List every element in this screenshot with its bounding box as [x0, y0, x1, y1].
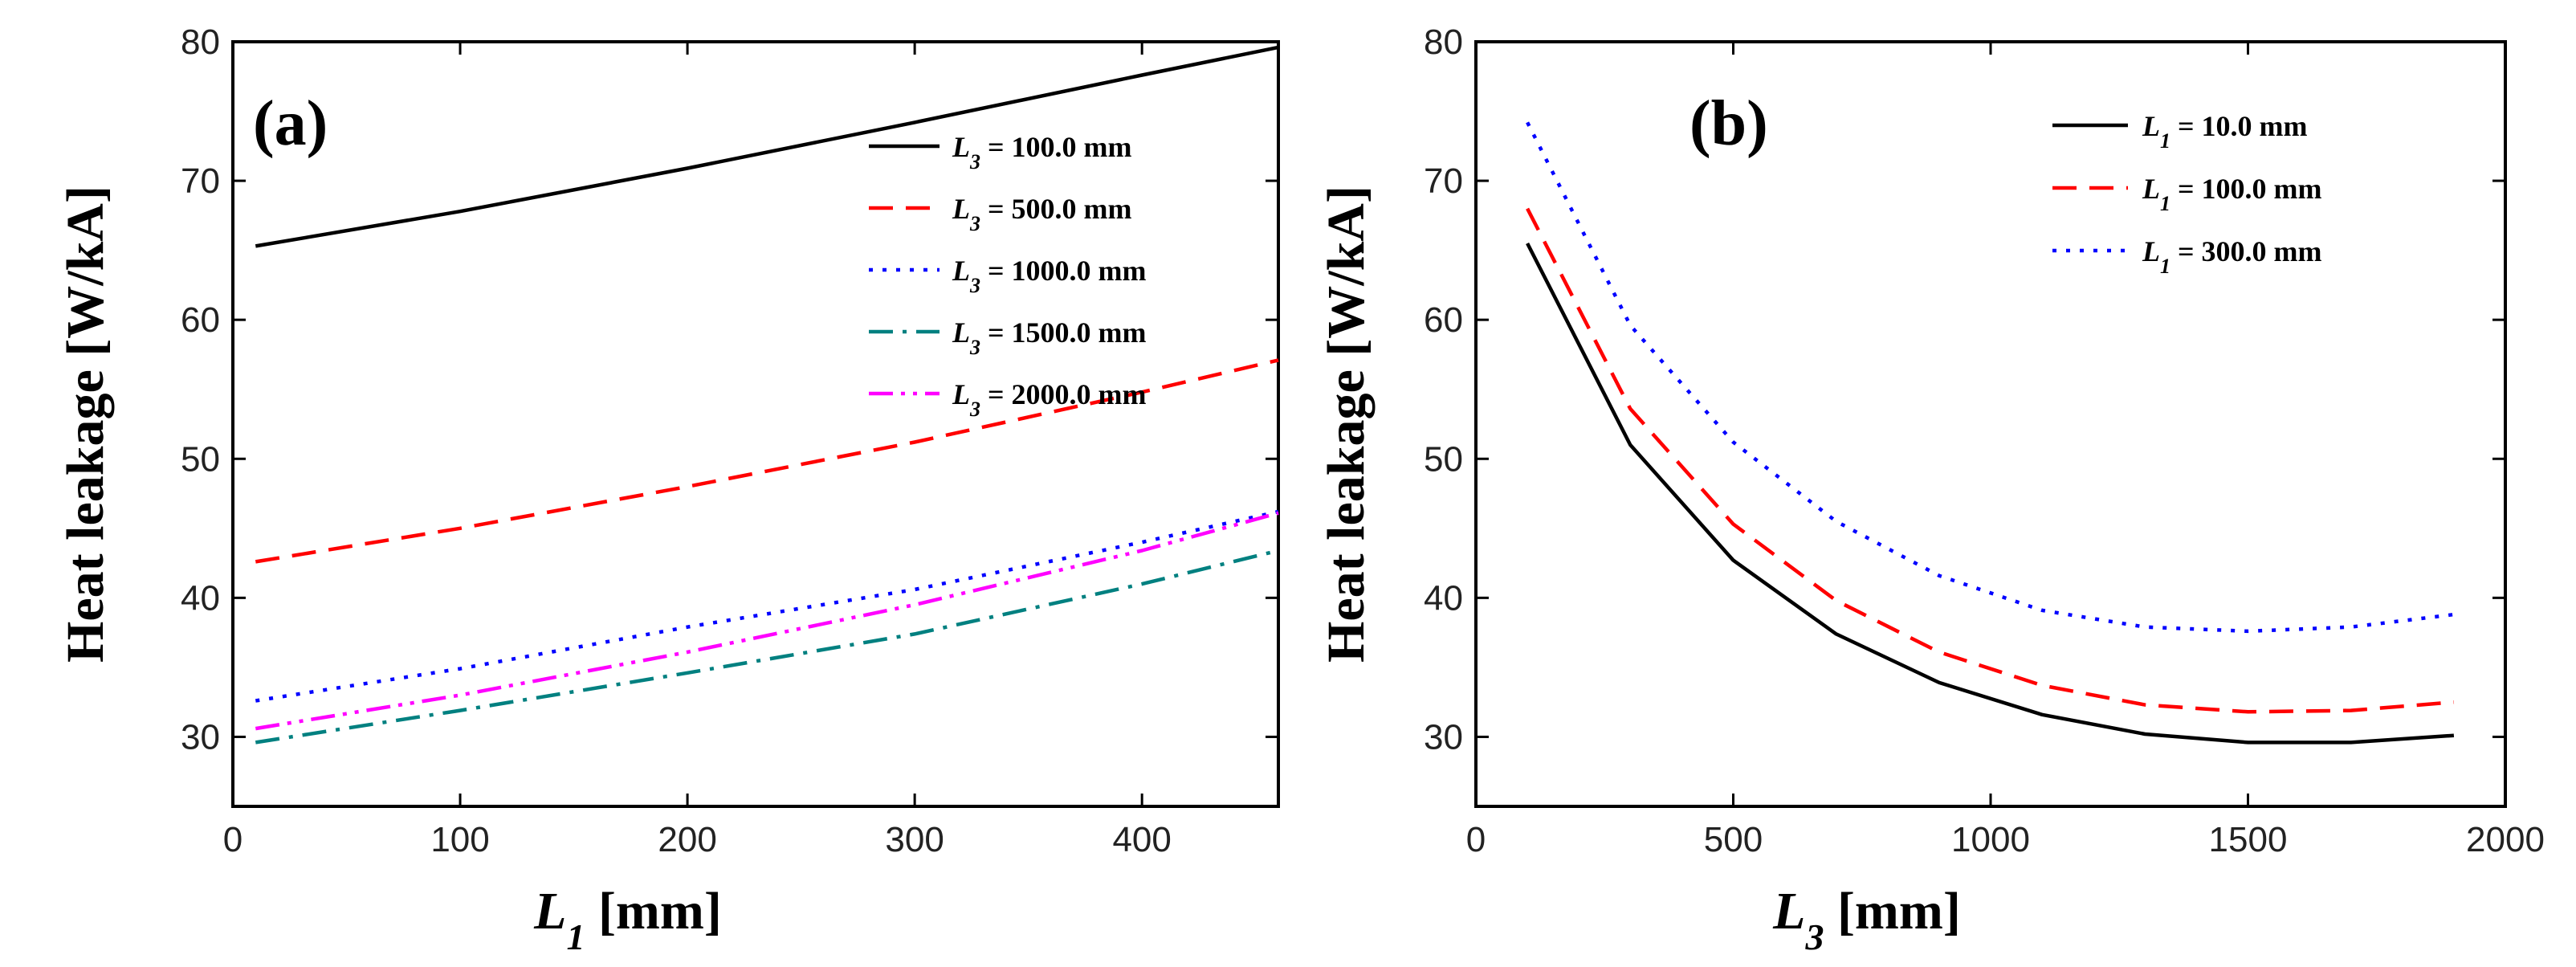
panel-b-frame	[1474, 40, 2507, 808]
legend-var-b-1: L	[2142, 173, 2160, 205]
panel-a-x-label-var: L	[533, 882, 566, 940]
legend-text-b-2: = 300.0 mm	[2170, 235, 2322, 267]
y-tick-label-b-5: 80	[1424, 22, 1463, 62]
legend-var-a-0: L	[952, 131, 970, 163]
legend-entry-a-1: L3 = 500.0 mm	[952, 193, 1132, 235]
series-line-a-3	[255, 549, 1279, 745]
legend-text-a-3: = 1500.0 mm	[980, 316, 1147, 349]
x-tick-label-a-4: 400	[1112, 820, 1171, 859]
legend-sub-b-2: 1	[2160, 255, 2170, 278]
panel-a-x-label-sub: 1	[566, 916, 585, 957]
legend-entry-a-4: L3 = 2000.0 mm	[952, 378, 1147, 421]
y-tick-label-a-5: 80	[181, 22, 220, 62]
legend-sub-b-1: 1	[2160, 192, 2170, 215]
panel-b-y-axis-label: Heat leakage [W/kA]	[1317, 186, 1376, 663]
panel-a-curves	[255, 45, 1279, 745]
panel-a-x-axis-label: L1 [mm]	[533, 882, 722, 957]
y-tick-label-a-1: 40	[181, 578, 220, 618]
y-tick-label-b-1: 40	[1424, 578, 1463, 618]
panel-b-ticks: 0 500 1000 1500 2000 30 40 50 60 70 80	[1424, 22, 2545, 859]
x-tick-label-b-3: 1500	[2209, 820, 2288, 859]
y-tick-label-b-3: 60	[1424, 300, 1463, 340]
panel-a-y-axis-label: Heat leakage [W/kA]	[56, 186, 115, 663]
x-tick-label-a-1: 100	[430, 820, 489, 859]
panel-b-x-axis-label: L3 [mm]	[1772, 882, 1961, 957]
series-line-a-1	[255, 358, 1279, 564]
panel-a-frame	[231, 40, 1280, 808]
y-tick-label-b-0: 30	[1424, 717, 1463, 757]
x-tick-label-b-1: 500	[1704, 820, 1763, 859]
panel-a-ticks: 0 100 200 300 400 30 40 50 60 70 80	[181, 22, 1278, 859]
y-tick-label-a-0: 30	[181, 717, 220, 757]
legend-var-a-1: L	[952, 193, 970, 225]
series-line-a-4	[255, 511, 1279, 731]
legend-var-a-2: L	[952, 255, 970, 287]
x-tick-label-a-0: 0	[223, 820, 243, 859]
legend-entry-b-0: L1 = 10.0 mm	[2142, 110, 2308, 153]
legend-entry-b-2: L1 = 300.0 mm	[2142, 235, 2322, 278]
series-line-a-2	[255, 509, 1279, 703]
y-tick-label-b-2: 50	[1424, 439, 1463, 479]
x-tick-label-b-0: 0	[1466, 820, 1486, 859]
legend-text-b-1: = 100.0 mm	[2170, 173, 2322, 205]
legend-sub-a-0: 3	[969, 150, 980, 173]
panel-b-x-label-sub: 3	[1804, 916, 1824, 957]
legend-sub-a-1: 3	[969, 212, 980, 235]
panel-b-label: (b)	[1689, 88, 1768, 159]
x-tick-label-a-2: 200	[658, 820, 716, 859]
series-line-b-0	[1526, 242, 2455, 745]
legend-entry-a-3: L3 = 1500.0 mm	[952, 316, 1147, 359]
y-tick-label-a-2: 50	[181, 439, 220, 479]
y-tick-label-b-4: 70	[1424, 161, 1463, 201]
legend-sub-b-0: 1	[2160, 129, 2170, 153]
panel-b-x-label-unit: [mm]	[1824, 882, 1960, 940]
panel-b-x-label-var: L	[1772, 882, 1805, 940]
legend-text-b-0: = 10.0 mm	[2170, 110, 2308, 142]
legend-sub-a-4: 3	[969, 398, 980, 421]
series-line-b-1	[1526, 207, 2455, 714]
panel-a-x-label-unit: [mm]	[585, 882, 721, 940]
legend-text-a-4: = 2000.0 mm	[980, 378, 1147, 410]
x-tick-label-b-4: 2000	[2466, 820, 2545, 859]
panel-b-curves	[1526, 121, 2455, 745]
x-tick-label-a-3: 300	[885, 820, 944, 859]
legend-var-b-0: L	[2142, 110, 2160, 142]
legend-var-a-3: L	[952, 316, 970, 349]
panel-a-label: (a)	[253, 88, 328, 159]
legend-sub-a-2: 3	[969, 274, 980, 297]
y-tick-label-a-3: 60	[181, 300, 220, 340]
legend-entry-a-2: L3 = 1000.0 mm	[952, 255, 1147, 297]
legend-text-a-0: = 100.0 mm	[980, 131, 1132, 163]
legend-text-a-1: = 500.0 mm	[980, 193, 1132, 225]
x-tick-label-b-2: 1000	[1951, 820, 2030, 859]
series-line-a-0	[255, 45, 1279, 248]
y-tick-label-a-4: 70	[181, 161, 220, 201]
series-line-b-2	[1526, 121, 2455, 634]
legend-entry-a-0: L3 = 100.0 mm	[952, 131, 1132, 173]
legend-sub-a-3: 3	[969, 336, 980, 359]
legend-var-b-2: L	[2142, 235, 2160, 267]
legend-entry-b-1: L1 = 100.0 mm	[2142, 173, 2322, 215]
legend-text-a-2: = 1000.0 mm	[980, 255, 1147, 287]
legend-var-a-4: L	[952, 378, 970, 410]
